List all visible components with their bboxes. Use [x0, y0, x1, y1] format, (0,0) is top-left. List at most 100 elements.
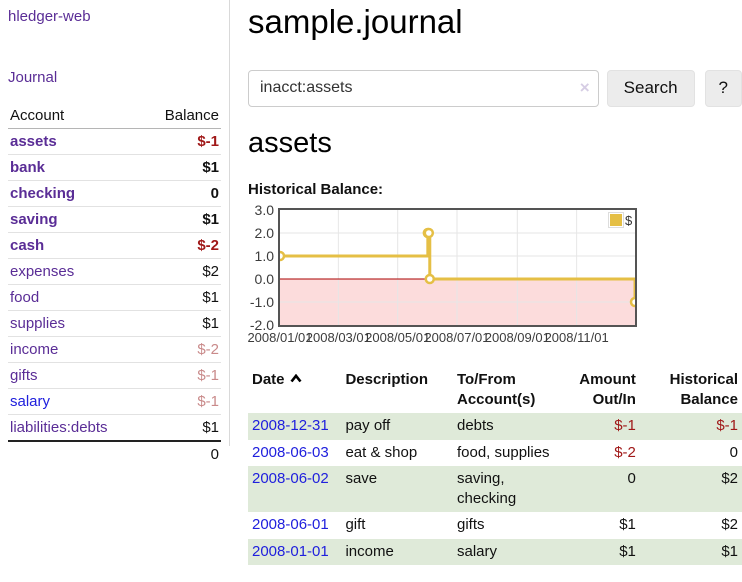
transaction-amount: 0 — [627, 469, 636, 487]
transaction-account: gifts — [456, 516, 485, 534]
app-brand-link[interactable]: hledger-web — [8, 8, 91, 25]
clear-search-icon[interactable]: × — [579, 77, 590, 97]
transaction-balance: $2 — [721, 516, 738, 534]
sidebar: hledger-web Journal Account Balance asse… — [0, 0, 230, 467]
main-content: sample.journal × Search ? assets Histori… — [247, 0, 742, 565]
account-row: supplies $1 — [8, 310, 221, 337]
transaction-balance: $2 — [721, 469, 738, 487]
transaction-description: eat & shop — [345, 443, 418, 461]
transaction-description: save — [345, 469, 378, 487]
account-row: saving $1 — [8, 206, 221, 233]
help-button[interactable]: ? — [704, 69, 742, 107]
register-header-balance: Historical Balance — [669, 370, 738, 409]
account-link-saving[interactable]: saving — [10, 211, 58, 228]
account-balance: $-2 — [143, 336, 221, 363]
y-axis-tick-label: 1.0 — [254, 247, 274, 264]
account-balance: $-1 — [143, 388, 221, 415]
account-link-cash[interactable]: cash — [10, 237, 45, 254]
x-axis-tick-label: 2008/09/01 — [484, 329, 550, 345]
account-row: gifts $-1 — [8, 362, 221, 389]
transaction-description: pay off — [345, 417, 391, 435]
account-link-liabilities-debts[interactable]: liabilities:debts — [10, 419, 108, 436]
transaction-row: 2008-12-31 pay off debts $-1 $-1 — [248, 413, 742, 440]
transaction-amount: $1 — [619, 542, 636, 560]
account-row: food $1 — [8, 284, 221, 311]
account-balance: $1 — [143, 284, 221, 311]
account-link-salary[interactable]: salary — [10, 393, 51, 410]
register-header-amount: Amount Out/In — [579, 370, 636, 409]
transaction-balance: 0 — [729, 443, 738, 461]
account-link-expenses[interactable]: expenses — [10, 263, 75, 280]
current-account-heading: assets — [248, 126, 332, 159]
account-balance: $1 — [143, 310, 221, 337]
sidebar-item-journal[interactable]: Journal — [8, 69, 58, 86]
transaction-description: gift — [345, 516, 366, 534]
legend-swatch-icon — [608, 212, 624, 229]
x-axis-tick-label: 2008/07/01 — [424, 329, 490, 345]
account-link-bank[interactable]: bank — [10, 159, 46, 176]
register-header-account: To/From Account(s) — [456, 370, 536, 409]
transaction-date-link[interactable]: 2008-01-01 — [252, 542, 329, 560]
transaction-row: 2008-06-01 gift gifts $1 $2 — [248, 512, 742, 538]
x-axis-tick-label: 2008/01/01 — [247, 329, 313, 345]
account-row: checking 0 — [8, 180, 221, 207]
transaction-account: saving, checking — [456, 469, 517, 508]
account-row: bank $1 — [8, 154, 221, 181]
accounts-header-row: Account Balance — [8, 103, 221, 129]
transaction-date-link[interactable]: 2008-06-02 — [252, 469, 329, 487]
transaction-description: income — [345, 542, 394, 560]
account-balance: $-2 — [143, 232, 221, 259]
account-link-food[interactable]: food — [10, 289, 40, 306]
x-axis-tick-label: 2008/11/01 — [544, 329, 609, 345]
transaction-date-link[interactable]: 2008-06-01 — [252, 516, 329, 534]
y-axis-tick-label: 0.0 — [254, 270, 274, 287]
transaction-date-link[interactable]: 2008-06-03 — [252, 443, 329, 461]
transaction-date-link[interactable]: 2008-12-31 — [252, 417, 329, 435]
sort-ascending-icon — [289, 373, 302, 383]
account-row: liabilities:debts $1 — [8, 414, 221, 441]
x-axis-tick-label: 2008/03/01 — [305, 329, 371, 345]
search-button[interactable]: Search — [606, 69, 695, 107]
account-row: salary $-1 — [8, 388, 221, 415]
account-link-gifts[interactable]: gifts — [10, 367, 38, 384]
account-balance: $-1 — [143, 362, 221, 389]
x-axis-tick-label: 2008/05/01 — [365, 329, 431, 345]
account-row: income $-2 — [8, 336, 221, 363]
register-table: Date Description To/From Account(s) Amou… — [248, 367, 742, 565]
account-balance: $-1 — [197, 133, 219, 150]
y-axis-tick-label: -1.0 — [249, 293, 274, 310]
transaction-account: food, supplies — [456, 443, 550, 461]
accounts-table: Account Balance assets $-1 bank $1 check… — [8, 103, 221, 467]
transaction-row: 2008-06-03 eat & shop food, supplies $-2… — [248, 440, 742, 466]
legend-label: $ — [625, 212, 633, 228]
account-link-income[interactable]: income — [10, 341, 59, 358]
search-form: × Search ? — [248, 69, 742, 107]
transaction-account: debts — [456, 417, 494, 435]
transaction-amount: $-2 — [614, 443, 636, 461]
account-link-supplies[interactable]: supplies — [10, 315, 66, 332]
account-balance: 0 — [143, 180, 221, 207]
transaction-balance: $1 — [721, 542, 738, 560]
account-balance: $2 — [143, 258, 221, 285]
transaction-account: salary — [456, 542, 497, 560]
chart-title: Historical Balance: — [248, 180, 384, 198]
search-input[interactable] — [248, 69, 599, 107]
transaction-balance: $-1 — [716, 417, 738, 435]
account-row: cash $-2 — [8, 232, 221, 259]
accounts-total-value: 0 — [143, 440, 221, 467]
y-axis-tick-label: 2.0 — [254, 224, 274, 241]
transaction-row: 2008-01-01 income salary $1 $1 — [248, 538, 742, 565]
accounts-header-account: Account — [8, 103, 144, 129]
y-axis-tick-label: 3.0 — [254, 201, 274, 218]
accounts-header-balance: Balance — [143, 103, 221, 129]
transaction-amount: $1 — [619, 516, 636, 534]
account-balance: $1 — [143, 206, 221, 233]
chart-plot-area — [278, 207, 637, 327]
account-row: assets $-1 — [8, 129, 221, 155]
historical-balance-chart: $ 3.0 2.0 1.0 0.0 -1.0 -2.0 2008/01/01 2008/03/… — [247, 200, 742, 350]
register-header-date[interactable]: Date — [248, 367, 341, 414]
chart-canvas — [280, 209, 635, 325]
account-link-assets[interactable]: assets — [10, 133, 57, 150]
account-link-checking[interactable]: checking — [10, 185, 76, 202]
account-balance: $1 — [143, 154, 221, 181]
